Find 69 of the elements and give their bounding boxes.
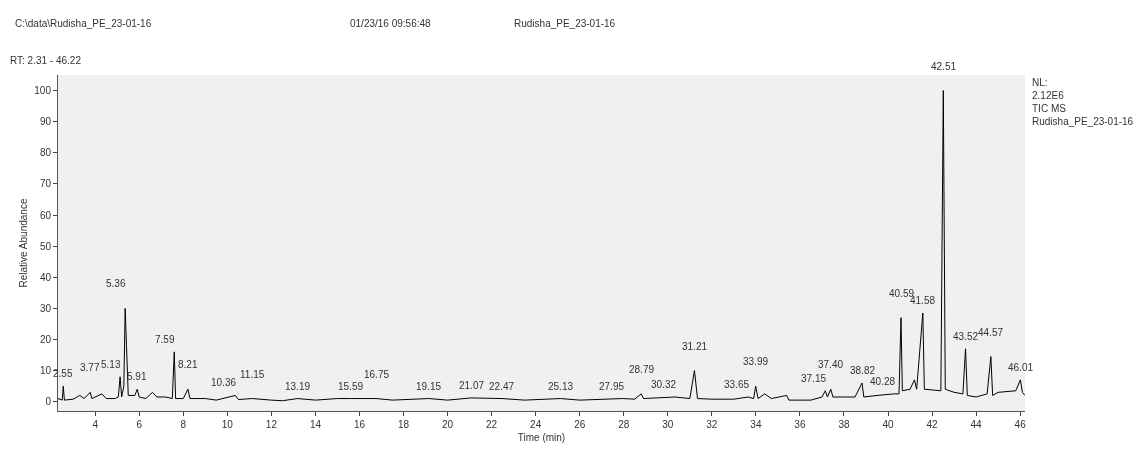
x-tick-label: 8 (180, 419, 187, 430)
annotation: 40.28 (870, 376, 896, 387)
x-axis-title: Time (min) (517, 431, 566, 443)
x-tick-label: 42 (926, 419, 939, 430)
annotation: 27.95 (599, 381, 625, 392)
annotation: 37.40 (818, 359, 844, 370)
annotation: 46.01 (1008, 362, 1034, 373)
annotation: 5.36 (106, 278, 126, 289)
annotation: 33.99 (743, 356, 769, 367)
x-tick-label: 12 (265, 419, 278, 430)
annotation: 38.82 (850, 365, 876, 376)
y-tick-label: 10 (39, 365, 52, 377)
annotation: 37.15 (801, 373, 827, 384)
annotation: 16.75 (364, 369, 390, 380)
annotation: 42.51 (931, 61, 957, 72)
x-tick-label: 20 (442, 419, 454, 430)
annotation: 30.32 (651, 379, 677, 390)
x-tick-label: 32 (706, 419, 718, 430)
y-tick-label: 80 (39, 147, 52, 159)
annotation: 19.15 (416, 381, 442, 392)
x-tick-label: 36 (794, 419, 806, 430)
y-tick-label: 70 (39, 178, 52, 190)
x-tick-label: 10 (221, 419, 234, 430)
y-tick-label: 100 (34, 85, 52, 97)
x-tick-label: 4 (92, 419, 99, 430)
annotation: 33.65 (724, 379, 750, 390)
annotation: 22.47 (489, 381, 515, 392)
annotation: 13.19 (285, 381, 311, 392)
x-tick-label: 24 (530, 419, 542, 430)
x-tick-label: 14 (309, 419, 322, 430)
y-tick-label: 30 (39, 302, 52, 314)
x-tick-label: 6 (136, 419, 143, 430)
x-tick-label: 16 (353, 419, 366, 430)
y-tick-label: 50 (39, 240, 52, 252)
annotation: 7.59 (155, 334, 175, 345)
text: Rudisha_PE_23-01-16 (514, 18, 616, 29)
y-tick-label: 0 (45, 396, 52, 408)
y-tick-label: 20 (39, 333, 52, 345)
annotation: 21.07 (459, 380, 485, 391)
x-tick-label: 40 (882, 419, 895, 430)
text: NL: 2.12E6 TIC MS Rudisha_PE_23-01-16 (1032, 77, 1134, 127)
x-tick-label: 44 (970, 419, 983, 430)
annotation: 41.58 (910, 295, 936, 306)
text: RT: 2.31 - 46.22 (10, 55, 82, 66)
annotation: 43.52 (953, 331, 979, 342)
y-tick-label: 60 (39, 209, 52, 221)
annotation: 11.15 (240, 369, 265, 380)
annotation: 5.13 (101, 359, 121, 370)
y-axis-title: Relative Abundance (18, 198, 30, 288)
x-tick-label: 30 (662, 419, 674, 430)
x-tick-label: 26 (574, 419, 586, 430)
x-tick-label: 38 (838, 419, 850, 430)
x-tick-label: 46 (1014, 419, 1027, 430)
annotation: 44.57 (978, 327, 1004, 338)
text: 01/23/16 09:56:48 (350, 18, 432, 29)
annotation: 10.36 (211, 377, 237, 388)
annotation: 25.13 (548, 381, 574, 392)
y-tick-label: 40 (39, 271, 52, 283)
x-tick-label: 28 (618, 419, 630, 430)
annotation: 31.21 (682, 341, 708, 352)
y-tick-label: 90 (39, 116, 52, 128)
x-tick-label: 34 (750, 419, 762, 430)
text: C:\data\Rudisha_PE_23-01-16 (15, 18, 152, 29)
annotation: 15.59 (338, 381, 364, 392)
annotation: 28.79 (629, 364, 655, 375)
x-tick-label: 22 (486, 419, 498, 430)
x-tick-label: 18 (397, 419, 410, 430)
annotation: 8.21 (178, 359, 198, 370)
annotation: 3.77 (80, 362, 100, 373)
